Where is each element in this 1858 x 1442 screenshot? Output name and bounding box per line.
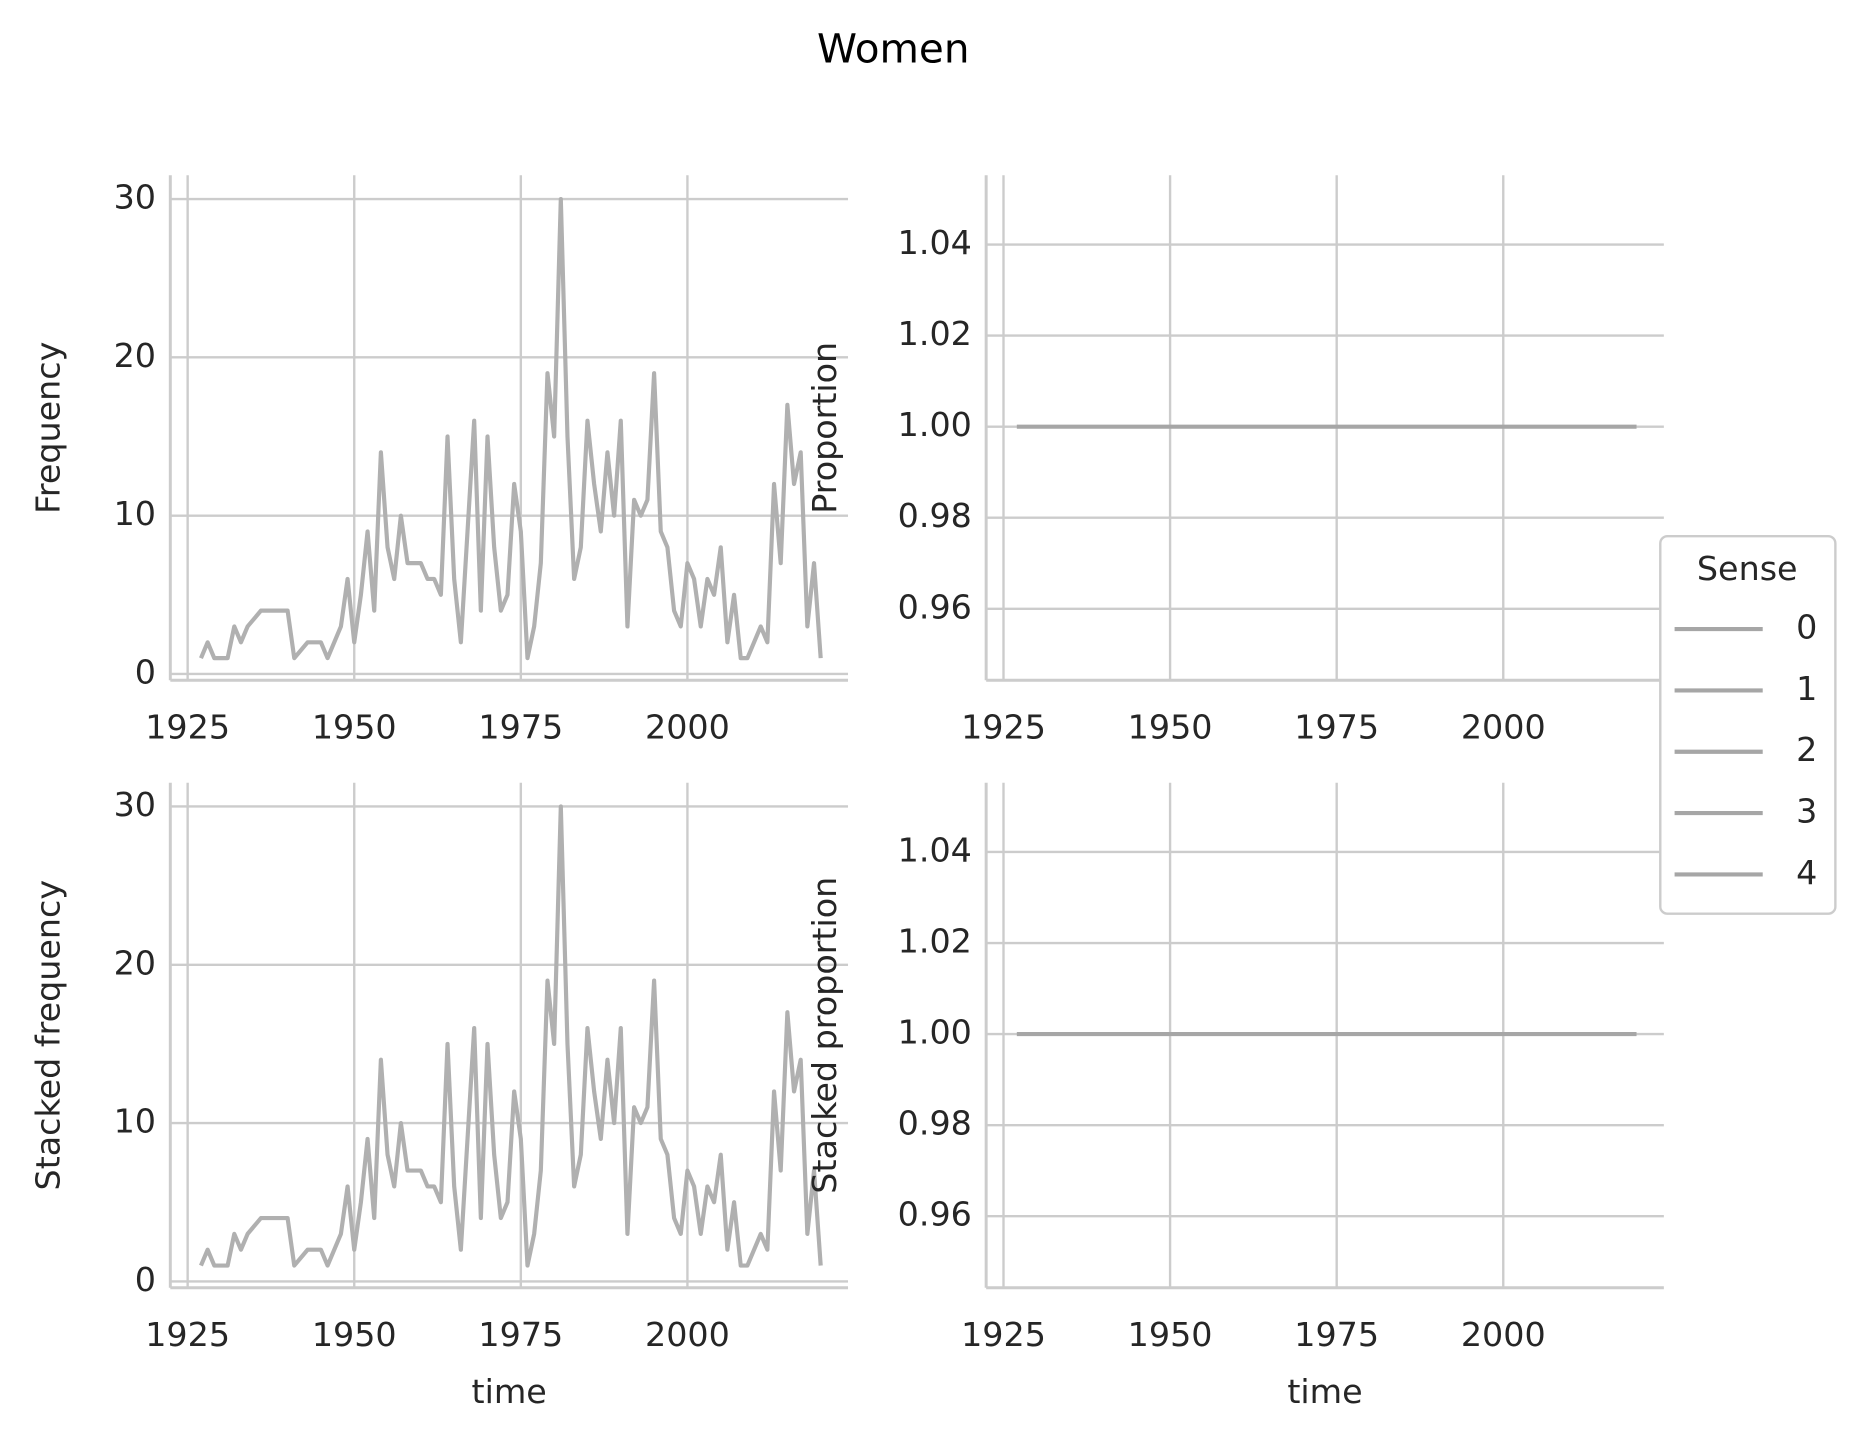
y-tick-label: 0	[135, 652, 156, 691]
x-tick-label: 1975	[478, 708, 563, 747]
y-tick-label: 0	[135, 1260, 156, 1299]
x-tick-label: 1950	[312, 1315, 397, 1354]
y-tick-label: 1.00	[898, 405, 972, 444]
x-tick-label: 1975	[478, 1315, 563, 1354]
x-tick-label: 1925	[961, 1315, 1046, 1354]
data-line	[199, 804, 823, 1268]
x-tick-label: 1950	[1128, 708, 1213, 747]
y-axis-label: Stacked proportion	[805, 877, 844, 1194]
x-tick-label: 1975	[1294, 708, 1379, 747]
x-tick-label: 1925	[145, 708, 230, 747]
y-tick-label: 0.96	[898, 1195, 972, 1234]
x-tick-label: 2000	[645, 1315, 730, 1354]
y-tick-label: 1.02	[898, 922, 972, 961]
figure-title: Women	[817, 24, 969, 72]
y-tick-label: 20	[114, 336, 156, 375]
y-axis-label: Frequency	[29, 342, 68, 514]
y-tick-label: 0.98	[898, 1104, 972, 1143]
y-tick-label: 30	[114, 785, 156, 824]
legend-label: 1	[1796, 669, 1817, 708]
y-tick-label: 10	[114, 494, 156, 533]
y-tick-label: 1.04	[898, 830, 972, 869]
legend-title: Sense	[1697, 549, 1798, 588]
x-tick-label: 1925	[145, 1315, 230, 1354]
x-tick-label: 1950	[312, 708, 397, 747]
y-tick-label: 20	[114, 943, 156, 982]
y-axis-label: Proportion	[805, 342, 844, 514]
x-tick-label: 1975	[1294, 1315, 1379, 1354]
y-tick-label: 0.98	[898, 496, 972, 535]
x-tick-label: 1925	[961, 708, 1046, 747]
y-tick-label: 10	[114, 1102, 156, 1141]
x-tick-label: 2000	[1461, 708, 1546, 747]
x-tick-label: 2000	[1461, 1315, 1546, 1354]
legend-label: 2	[1796, 730, 1817, 769]
data-line	[199, 196, 823, 661]
legend-label: 0	[1796, 608, 1817, 647]
y-tick-label: 1.02	[898, 314, 972, 353]
y-tick-label: 1.04	[898, 223, 972, 262]
legend-label: 3	[1796, 792, 1817, 831]
x-axis-label: time	[472, 1372, 547, 1411]
x-tick-label: 2000	[645, 708, 730, 747]
y-tick-label: 1.00	[898, 1013, 972, 1052]
y-tick-label: 30	[114, 178, 156, 217]
legend-label: 4	[1796, 853, 1817, 892]
x-tick-label: 1950	[1128, 1315, 1213, 1354]
x-axis-label: time	[1287, 1372, 1362, 1411]
y-tick-label: 0.96	[898, 587, 972, 626]
y-axis-label: Stacked frequency	[29, 880, 68, 1191]
